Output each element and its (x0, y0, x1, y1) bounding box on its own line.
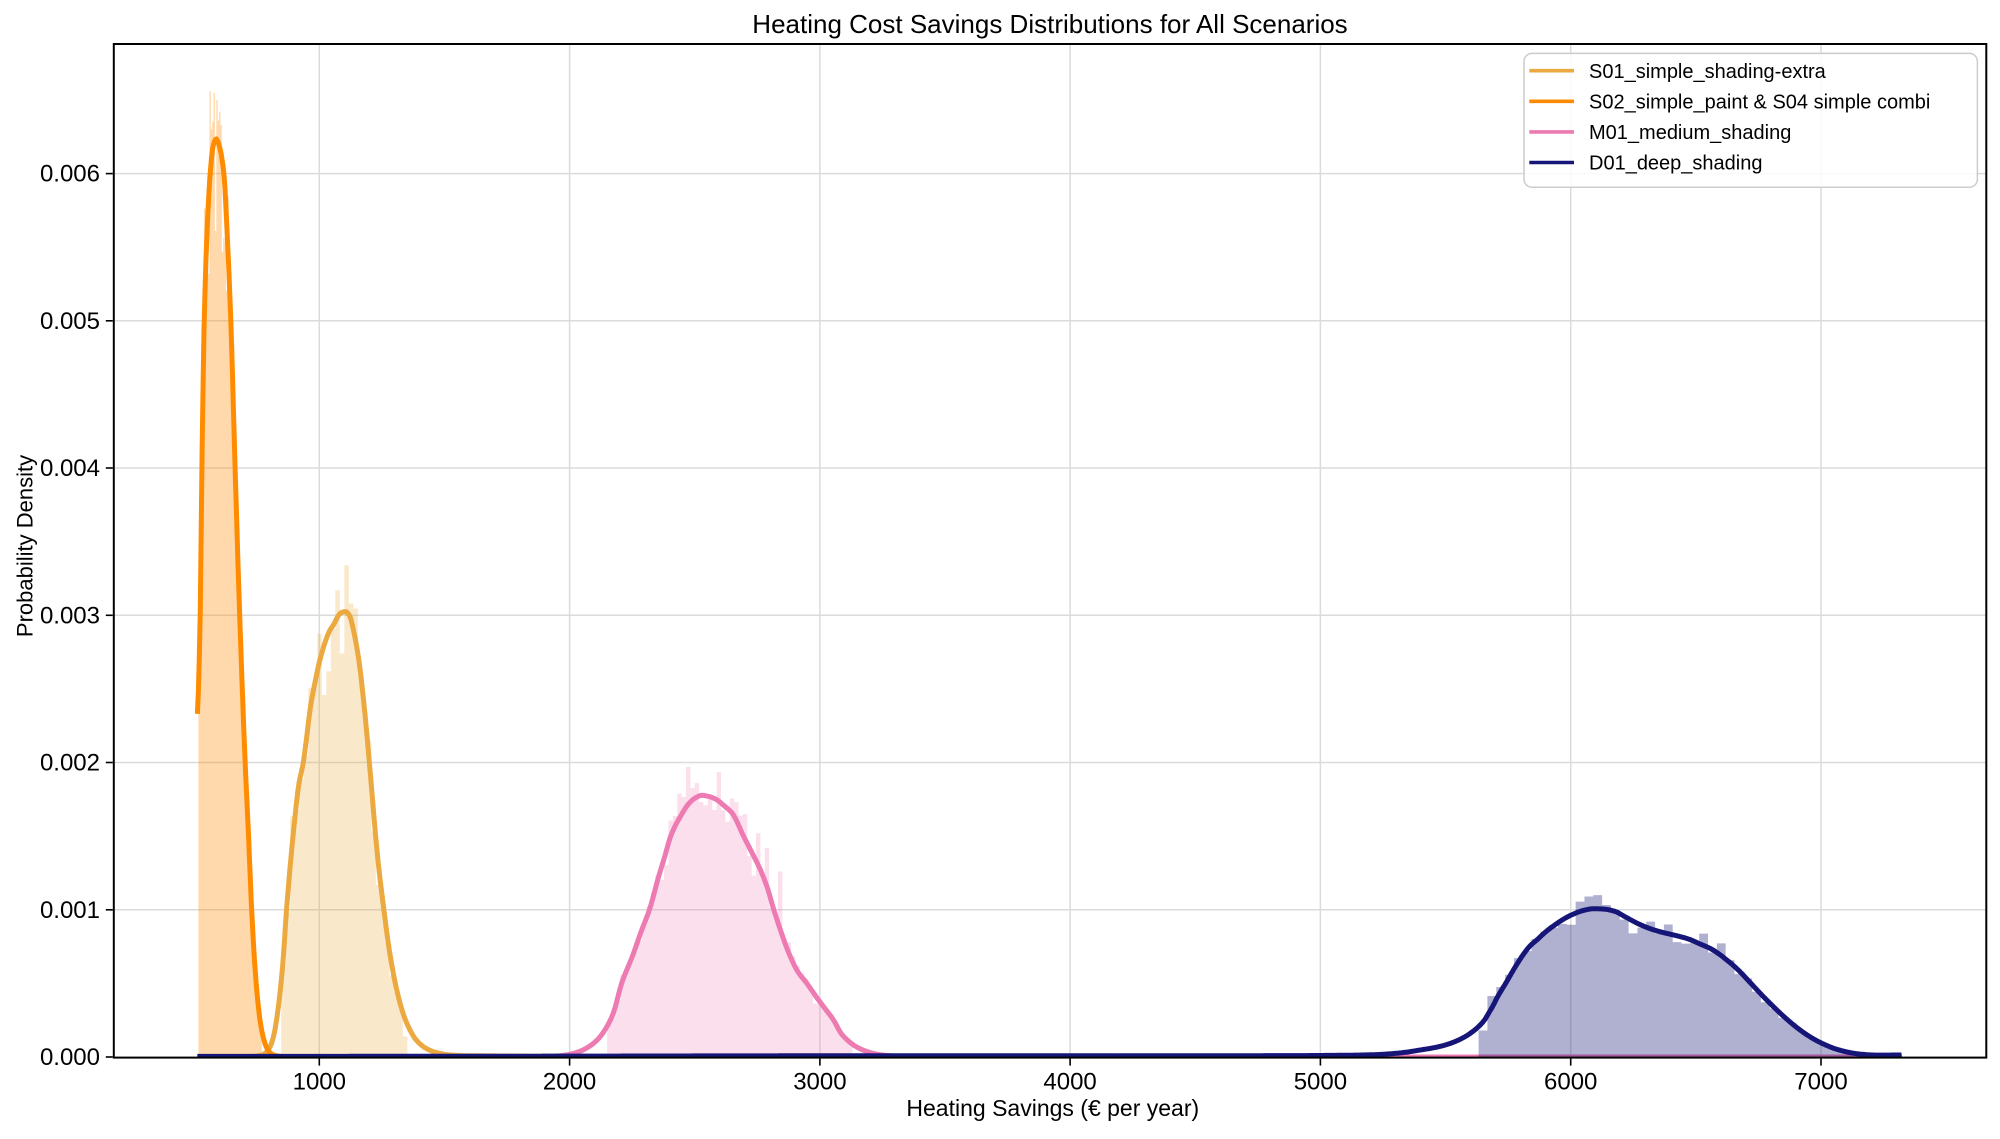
svg-text:2000: 2000 (543, 1069, 596, 1096)
svg-text:1000: 1000 (293, 1069, 346, 1096)
svg-text:D01_deep_shading: D01_deep_shading (1589, 153, 1763, 175)
svg-text:4000: 4000 (1043, 1069, 1096, 1096)
svg-text:0.000: 0.000 (40, 1044, 100, 1071)
svg-text:0.002: 0.002 (40, 750, 100, 777)
svg-text:0.006: 0.006 (40, 161, 100, 188)
svg-text:6000: 6000 (1544, 1069, 1597, 1096)
svg-text:0.001: 0.001 (40, 897, 100, 924)
svg-text:5000: 5000 (1294, 1069, 1347, 1096)
svg-text:Probability Density: Probability Density (12, 455, 37, 637)
svg-text:Heating Cost Savings Distribut: Heating Cost Savings Distributions for A… (752, 9, 1347, 39)
svg-text:M01_medium_shading: M01_medium_shading (1589, 122, 1791, 144)
svg-text:S01_simple_shading-extra: S01_simple_shading-extra (1589, 61, 1827, 83)
svg-text:Heating Savings (€ per year): Heating Savings (€ per year) (906, 1095, 1199, 1121)
svg-text:0.004: 0.004 (40, 455, 100, 482)
svg-text:0.003: 0.003 (40, 602, 100, 629)
svg-text:3000: 3000 (793, 1069, 846, 1096)
svg-text:7000: 7000 (1794, 1069, 1847, 1096)
svg-text:0.005: 0.005 (40, 308, 100, 335)
svg-text:S02_simple_paint & S04 simple: S02_simple_paint & S04 simple combi (1589, 92, 1930, 114)
